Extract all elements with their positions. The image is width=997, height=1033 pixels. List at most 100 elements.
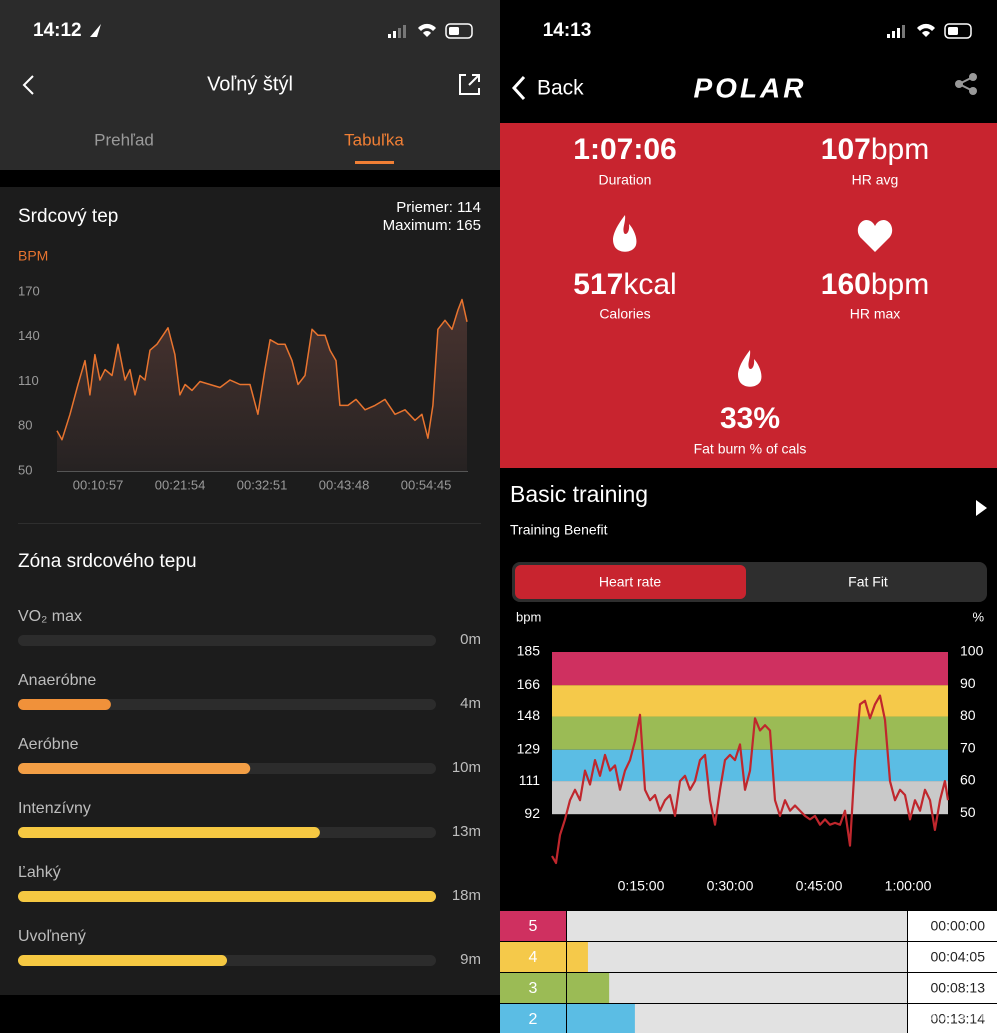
toggle-option[interactable]: Fat Fit [848,574,888,590]
back-button[interactable]: Back [537,77,584,100]
share-button[interactable] [955,73,977,95]
time-cell [908,942,997,972]
play-button[interactable] [976,500,987,516]
back-icon[interactable] [511,75,526,101]
stat-unit: bpm [871,133,929,166]
zone-bar [18,827,320,838]
hr-area [57,299,468,471]
zone-track [567,942,907,972]
zone-value: 18m [452,887,481,904]
stat-unit: kcal [623,268,676,301]
status-icons [887,23,972,39]
y2-tick-label: 70 [960,739,976,755]
zone-value: 4m [460,695,481,712]
heart-icon [857,220,893,252]
stat-label: Duration [599,172,652,188]
x-tick-label: 0:45:00 [796,878,843,894]
toggle-active[interactable] [515,565,746,599]
zone-label: Intenzívny [18,800,91,817]
x-tick-label: 00:32:51 [237,477,288,492]
x-tick-label: 00:54:45 [401,477,452,492]
y2-tick-label: 80 [960,707,976,723]
stat-unit: bpm [871,268,929,301]
zone-band [552,652,948,686]
zone-bar [18,699,111,710]
hr-line [551,694,950,865]
zone-value: 13m [452,823,481,840]
zone-time: 00:00:00 [931,918,986,934]
y2-tick-label: 60 [960,772,976,788]
zone-label: Uvoľnený [18,928,86,945]
zone-label: Anaeróbne [18,672,96,689]
stat-value: 33% [720,402,780,435]
export-button[interactable] [459,74,480,95]
zone-track [567,973,907,1003]
time-cell [908,973,997,1003]
section-title: Zóna srdcového tepu [18,551,197,572]
zone-label: Ľahký [18,864,61,881]
y2-tick-label: 100 [960,643,984,659]
y-tick-label: 170 [18,283,40,298]
zone-number: 3 [529,980,538,997]
watermark: TOUCHIT [912,1005,988,1024]
back-button[interactable] [22,75,34,95]
tab-active[interactable]: Tabuľka [344,130,404,149]
stat-number: 107 [821,133,871,166]
zone-number: 5 [529,918,538,935]
y-tick-label: 166 [517,676,541,692]
stat-label: Fat burn % of cals [694,441,807,457]
zone-band [552,685,948,717]
zone-time: 00:08:13 [931,980,986,996]
zone-bar [18,891,436,902]
toggle-option[interactable]: Heart rate [599,574,661,590]
tab-indicator [355,161,394,164]
tab[interactable]: Prehľad [94,130,154,149]
x-tick-label: 00:10:57 [73,477,124,492]
x-tick-label: 0:30:00 [707,878,754,894]
location-icon [90,24,101,37]
stat-value: 160bpm [821,268,929,301]
zone-number: 4 [529,949,538,966]
stat-label: HR max [850,306,901,322]
stat-label: HR avg [852,172,899,188]
zone-track [18,699,436,710]
y2-tick-label: 90 [960,675,976,691]
charts: 50 80 110 140 170 00:10:57 00:21:54 00:32:51 00:… [18,283,997,1033]
logo: POLAR [694,72,807,103]
x-tick-label: 00:43:48 [319,477,370,492]
left-panel [0,187,500,995]
zone-band [552,781,948,815]
hr-line [56,298,468,441]
status-icons [388,23,473,39]
section-title: Srdcový tep [18,206,118,227]
flame-icon [738,350,762,387]
zone-track [567,911,907,941]
maximum: Maximum: 165 [383,217,481,234]
zone-bar [18,763,251,774]
stat-number: 160 [821,268,871,301]
zone-cell [500,1004,566,1033]
y-tick-label: 50 [18,462,32,477]
average: Priemer: 114 [396,199,481,216]
status-time: 14:12 [33,20,82,41]
zone-cell [500,942,566,972]
y-tick-label: 148 [517,707,541,723]
y-axis-label: bpm [516,609,541,624]
stat-label: Calories [599,306,650,322]
zone-bar [18,955,227,966]
zone-value: 0m [460,631,481,648]
stat-value: 107bpm [821,133,929,166]
screen-title: Voľný štýl [207,73,293,95]
zone-time: 00:13:14 [931,1011,986,1027]
zone-time: 00:04:05 [931,949,986,965]
stat-value: 517kcal [573,268,676,301]
y-tick-label: 92 [524,805,540,821]
zone-cell [500,973,566,1003]
time-cell [908,1004,997,1033]
zone-label: Aeróbne [18,736,79,753]
summary-panel [500,123,997,468]
training-title: Basic training [510,481,648,507]
zone-value: 9m [460,951,481,968]
time-cell [908,911,997,941]
